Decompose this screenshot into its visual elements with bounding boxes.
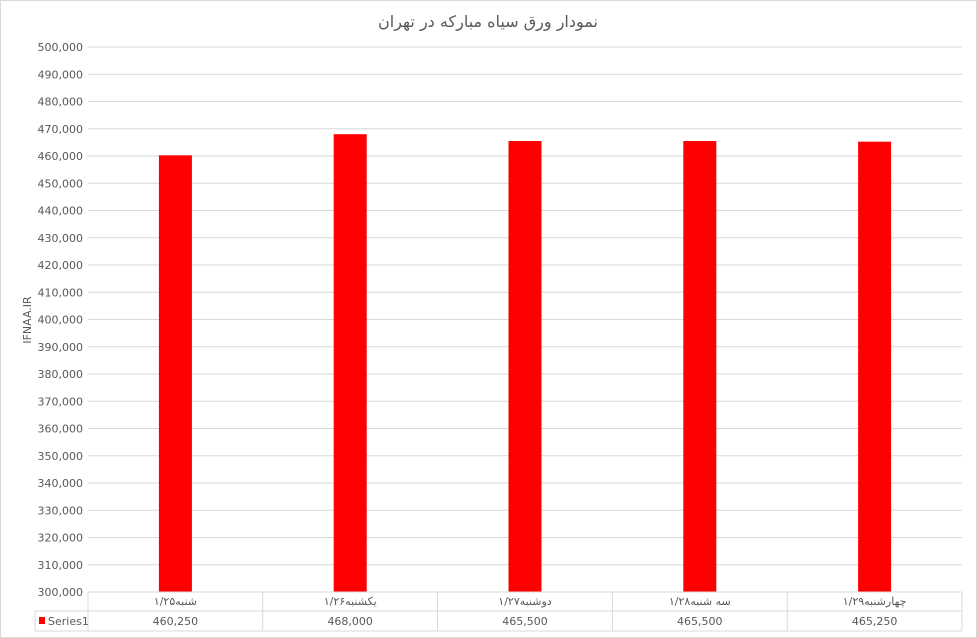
y-tick-label: 380,000 <box>38 368 84 381</box>
y-tick-label: 500,000 <box>38 41 84 54</box>
y-tick-label: 430,000 <box>38 232 84 245</box>
x-tick-label: یکشنبه۱/۲۶ <box>324 595 377 608</box>
chart-title: نمودار ورق سیاه مبارکه در تهران <box>378 12 598 32</box>
legend-entry: Series1 <box>48 615 89 628</box>
data-label: 465,500 <box>677 615 723 628</box>
y-tick-label: 300,000 <box>38 586 84 599</box>
data-label: 468,000 <box>327 615 373 628</box>
data-label: 460,250 <box>153 615 199 628</box>
y-tick-label: 400,000 <box>38 314 84 327</box>
y-tick-label: 340,000 <box>38 477 84 490</box>
y-tick-label: 420,000 <box>38 259 84 272</box>
y-tick-label: 310,000 <box>38 559 84 572</box>
x-tick-label: شنبه۱/۲۵ <box>154 595 197 608</box>
y-tick-label: 450,000 <box>38 177 84 190</box>
bar <box>508 141 542 592</box>
y-tick-label: 460,000 <box>38 150 84 163</box>
bar <box>858 141 892 592</box>
y-axis-label: IFNAA.IR <box>21 296 34 344</box>
y-tick-label: 480,000 <box>38 96 84 109</box>
x-tick-label: چهارشنبه۱/۲۹ <box>843 595 907 608</box>
data-label: 465,500 <box>502 615 548 628</box>
x-tick-label: دوشنبه۱/۲۷ <box>498 595 552 608</box>
y-tick-label: 360,000 <box>38 423 84 436</box>
y-tick-label: 330,000 <box>38 504 84 517</box>
y-tick-label: 390,000 <box>38 341 84 354</box>
bar <box>158 155 192 592</box>
y-tick-label: 410,000 <box>38 286 84 299</box>
y-tick-label: 320,000 <box>38 532 84 545</box>
y-tick-label: 370,000 <box>38 395 84 408</box>
y-tick-label: 440,000 <box>38 205 84 218</box>
legend-key <box>39 617 45 624</box>
data-label: 465,250 <box>852 615 898 628</box>
y-tick-label: 350,000 <box>38 450 84 463</box>
y-tick-label: 470,000 <box>38 123 84 136</box>
bar <box>683 141 717 592</box>
bar <box>333 134 367 592</box>
x-tick-label: سه شنبه۱/۲۸ <box>669 595 731 608</box>
y-tick-label: 490,000 <box>38 68 84 81</box>
